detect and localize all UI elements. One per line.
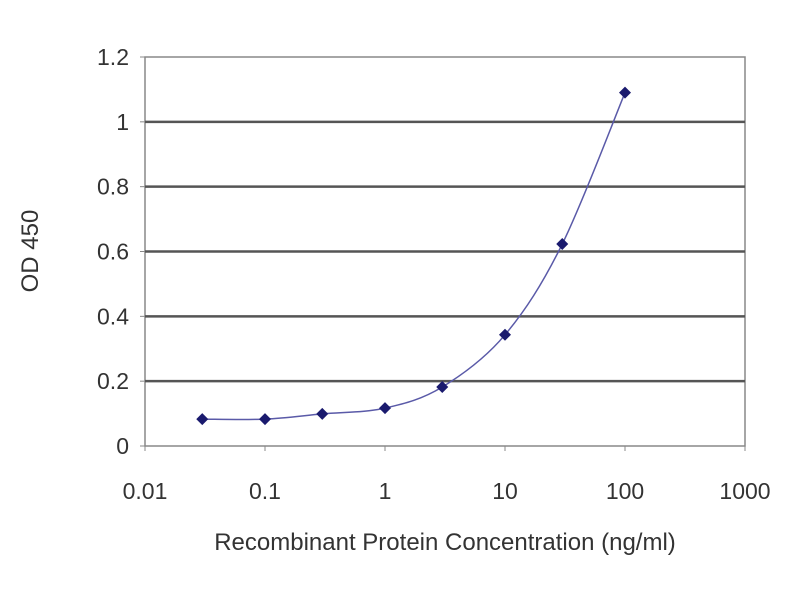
x-tick-label: 1000: [719, 478, 770, 504]
y-tick-label: 0.2: [97, 368, 129, 394]
y-tick-label: 0: [116, 433, 129, 459]
y-tick-label: 0.6: [97, 239, 129, 265]
data-point: [259, 413, 271, 426]
data-point: [619, 86, 631, 99]
data-point: [556, 238, 569, 251]
data-point: [196, 413, 209, 426]
y-tick-label: 1: [116, 109, 129, 135]
data-point: [379, 402, 391, 415]
y-tick-label: 0.8: [97, 174, 129, 200]
x-tick-label: 0.01: [123, 478, 168, 504]
x-tick-label: 1: [379, 478, 392, 504]
x-tick-label: 10: [492, 478, 518, 504]
x-axis-label: Recombinant Protein Concentration (ng/ml…: [214, 529, 676, 556]
x-tick-label: 100: [606, 478, 644, 504]
data-point: [436, 381, 449, 394]
data-point: [316, 407, 329, 420]
data-point: [499, 328, 511, 341]
y-tick-label: 1.2: [97, 44, 129, 70]
x-tick-label: 0.1: [249, 478, 281, 504]
y-tick-label: 0.4: [97, 303, 129, 329]
y-axis-label: OD 450: [17, 210, 44, 293]
